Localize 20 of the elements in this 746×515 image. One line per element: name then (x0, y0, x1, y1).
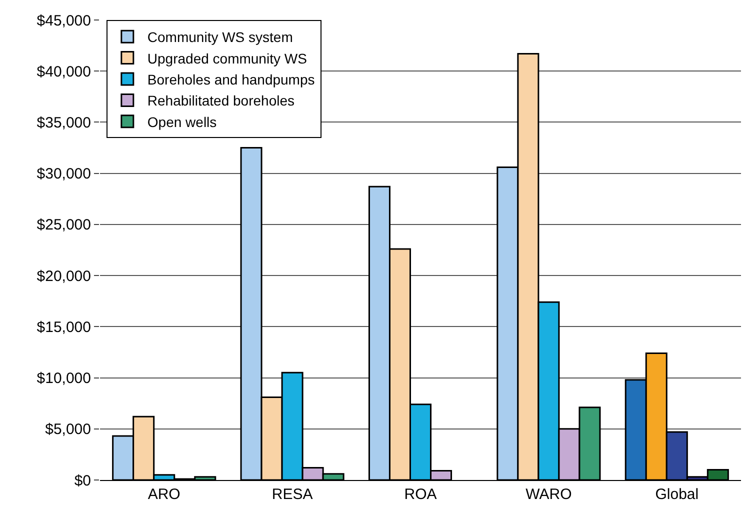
y-tick-label: $25,000 (36, 216, 91, 234)
legend-label: Upgraded community WS (147, 50, 307, 66)
y-tick-label: $45,000 (36, 12, 91, 30)
x-tick-label: ARO (148, 486, 180, 503)
x-tick-label: RESA (272, 486, 313, 503)
y-tick-label: $40,000 (36, 63, 91, 80)
y-tick-label: $35,000 (36, 114, 91, 132)
y-tick-label: $20,000 (36, 268, 91, 285)
y-tick-label: $10,000 (36, 370, 91, 388)
legend-label: Rehabilitated boreholes (147, 92, 295, 109)
x-tick-label: ROA (404, 486, 437, 503)
y-tick-label: $5,000 (45, 421, 91, 438)
y-tick-label: $0 (74, 472, 91, 490)
y-tick-label: $15,000 (36, 318, 91, 336)
legend-label: Open wells (147, 114, 217, 130)
y-tick-label: $30,000 (36, 166, 91, 183)
legend-label: Community WS system (147, 29, 293, 46)
x-tick-label: Global (655, 486, 699, 503)
x-tick-label: WARO (526, 486, 572, 503)
legend-label: Boreholes and handpumps (147, 71, 315, 88)
